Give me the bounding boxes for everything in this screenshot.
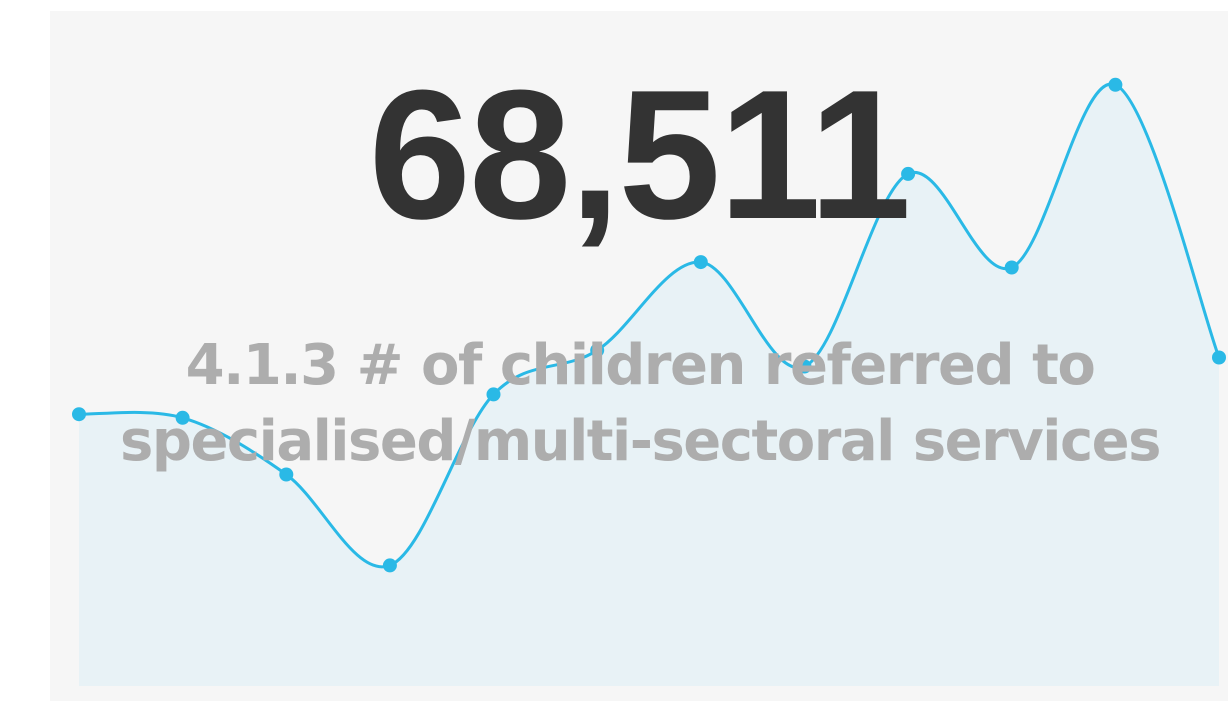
data-point (590, 343, 605, 358)
sparkline-points (72, 77, 1226, 573)
data-point (797, 359, 812, 374)
data-point (72, 407, 86, 422)
data-point (382, 558, 397, 573)
data-point (175, 410, 190, 425)
data-point (1108, 77, 1123, 92)
data-point (1004, 260, 1019, 275)
data-point (1212, 350, 1226, 365)
sparkline-area (79, 83, 1219, 686)
data-point (486, 387, 501, 402)
kpi-value: 68,511 (368, 51, 912, 257)
kpi-label: 4.1.3 # of children referred to speciali… (120, 333, 1161, 474)
data-point (279, 467, 294, 482)
data-point (693, 255, 708, 270)
data-point (901, 166, 916, 181)
